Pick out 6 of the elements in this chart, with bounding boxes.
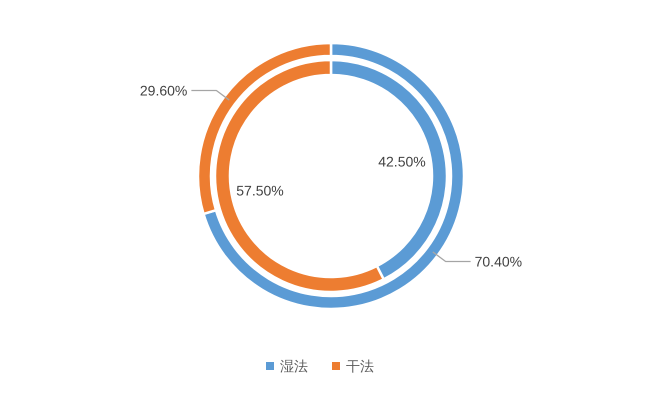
data-label: 42.50% (378, 153, 426, 170)
data-label: 29.60% (140, 82, 188, 98)
legend-label: 湿法 (280, 358, 308, 374)
data-label: 70.40% (474, 254, 522, 270)
legend-label: 干法 (346, 358, 374, 374)
data-label: 57.50% (236, 182, 284, 199)
